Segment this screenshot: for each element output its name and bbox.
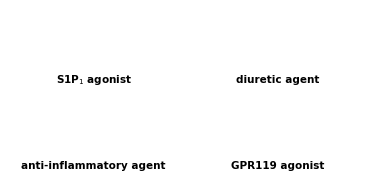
Text: S1P$_1$ agonist: S1P$_1$ agonist bbox=[56, 73, 132, 87]
Text: anti-inflammatory agent: anti-inflammatory agent bbox=[22, 161, 166, 171]
Text: diuretic agent: diuretic agent bbox=[236, 75, 319, 85]
Text: GPR119 agonist: GPR119 agonist bbox=[231, 161, 324, 171]
